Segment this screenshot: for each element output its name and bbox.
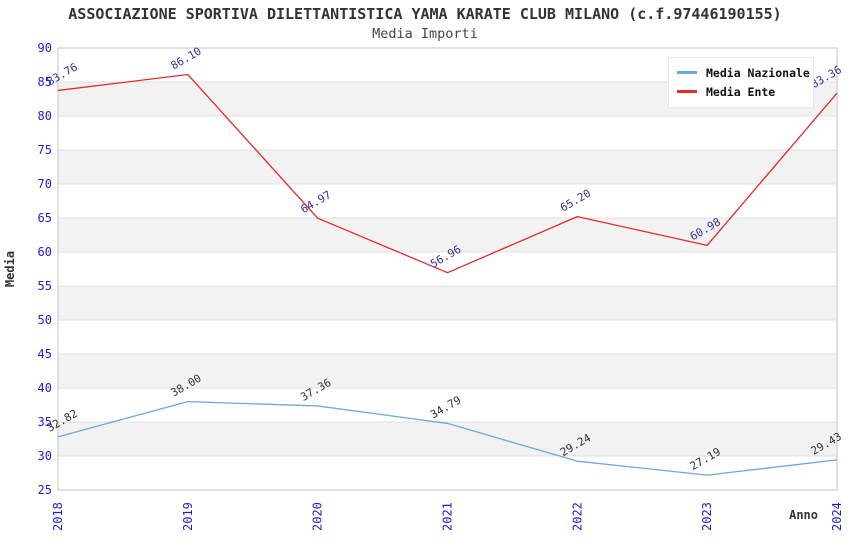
- y-tick-label: 40: [38, 381, 52, 395]
- point-label-media-ente: 86.10: [168, 45, 203, 73]
- legend-item-media-ente: Media Ente: [677, 82, 805, 101]
- x-tick-label: 2018: [51, 502, 65, 531]
- y-tick-label: 65: [38, 211, 52, 225]
- y-tick-label: 35: [38, 415, 52, 429]
- point-label-media-nazionale: 34.79: [428, 393, 463, 421]
- x-tick-label: 2024: [830, 502, 844, 531]
- chart-subtitle: Media Importi: [372, 26, 478, 42]
- y-tick-label: 25: [38, 483, 52, 497]
- plot-band: [58, 422, 837, 456]
- x-tick-label: 2019: [181, 502, 195, 531]
- x-tick-label: 2022: [570, 502, 584, 531]
- series-line-media-nazionale: [57, 400, 838, 476]
- plot-band: [58, 354, 837, 388]
- legend-label-media-nazionale: Media Nazionale: [706, 65, 810, 80]
- y-tick-label: 90: [38, 41, 52, 55]
- legend-item-media-nazionale: Media Nazionale: [677, 63, 810, 82]
- series-line-media-ente: [57, 73, 838, 274]
- y-tick-label: 50: [38, 313, 52, 327]
- y-tick-label: 85: [38, 75, 52, 89]
- x-tick-label: 2020: [311, 502, 325, 531]
- plot-area: [57, 47, 838, 491]
- plot-band: [58, 286, 837, 320]
- legend-swatch-media-nazionale: [677, 71, 697, 74]
- legend-label-media-ente: Media Ente: [706, 84, 776, 99]
- plot-band: [58, 218, 837, 252]
- y-tick-label: 70: [38, 177, 52, 191]
- chart-legend: Media Nazionale Media Ente: [668, 57, 814, 108]
- y-tick-label: 75: [38, 143, 52, 157]
- x-tick-label: 2021: [441, 502, 455, 531]
- point-label-media-ente: 64.97: [298, 188, 333, 216]
- plot-band: [58, 150, 837, 184]
- y-tick-label: 30: [38, 449, 52, 463]
- legend-swatch-media-ente: [677, 90, 697, 93]
- y-axis-label: Media: [3, 251, 17, 287]
- y-tick-label: 45: [38, 347, 52, 361]
- y-tick-label: 80: [38, 109, 52, 123]
- chart-title: ASSOCIAZIONE SPORTIVA DILETTANTISTICA YA…: [68, 5, 782, 23]
- y-tick-label: 55: [38, 279, 52, 293]
- point-label-media-ente: 65.20: [558, 187, 593, 215]
- x-axis-label: Anno: [789, 508, 818, 522]
- y-tick-label: 60: [38, 245, 52, 259]
- x-tick-label: 2023: [700, 502, 714, 531]
